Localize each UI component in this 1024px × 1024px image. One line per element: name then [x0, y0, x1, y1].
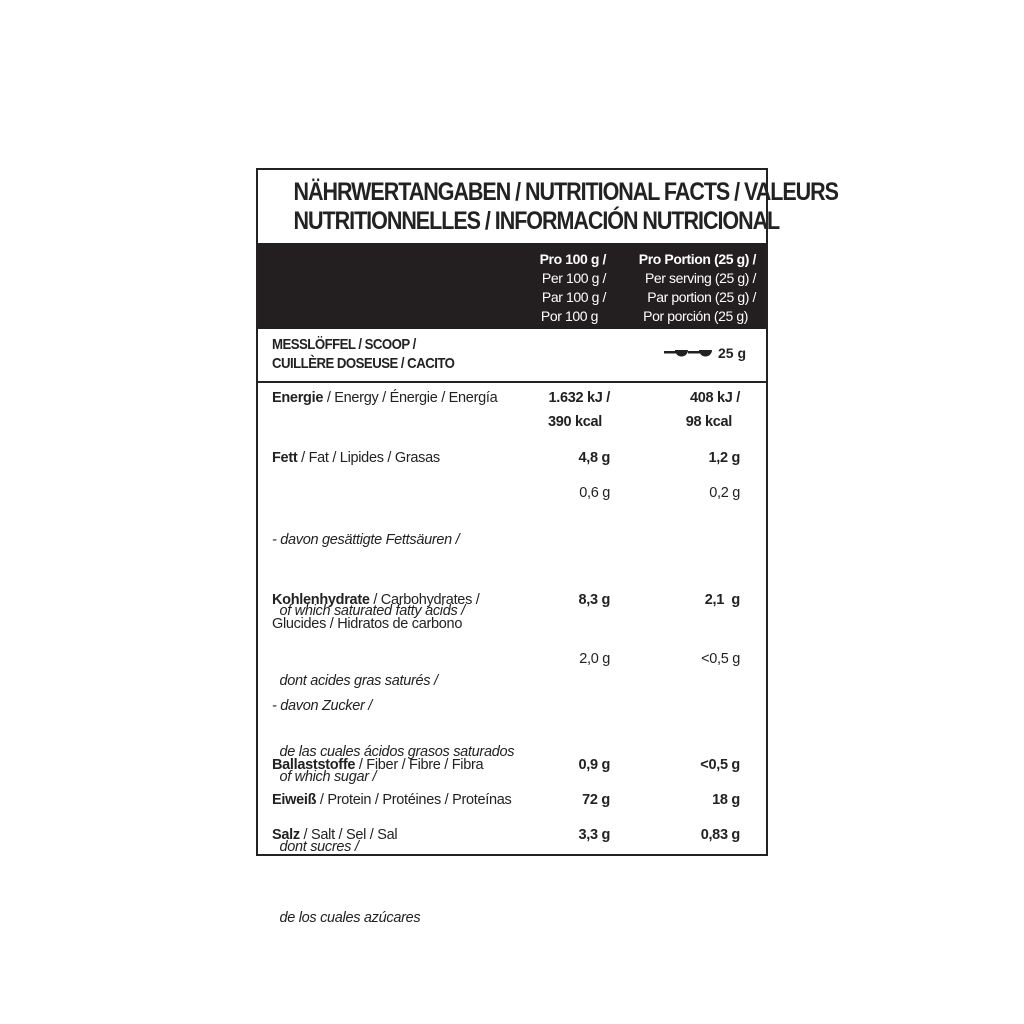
row-label: Ballaststoffe / Fiber / Fibre / Fibra	[272, 754, 484, 778]
row-label: Energie / Energy / Énergie / Energía	[272, 387, 498, 411]
row-label: Kohlenhydrate / Carbohydrates / Glucides …	[272, 589, 480, 636]
table-title: NÄHRWERTANGABEN / NUTRITIONAL FACTS / VA…	[293, 178, 839, 236]
header-text: Por 100 g	[540, 308, 599, 324]
scoop-label-line: CUILLÈRE DOSEUSE / CACITO	[272, 355, 455, 372]
header-text: Par 100 g /	[541, 289, 606, 305]
value-line: 98 kcal	[685, 413, 733, 430]
row-label: Eiweiß / Protein / Protéines / Proteínas	[272, 789, 512, 813]
label-bold: Eiweiß	[272, 792, 317, 808]
value-per-portion: 0,83 g	[700, 827, 741, 843]
value-per-100g: 1.632 kJ / 390 kcal	[548, 387, 610, 434]
value-per-portion: <0,5 g	[700, 757, 740, 773]
scoop-weight: 25 g	[717, 345, 746, 361]
header-text: Per serving (25 g) /	[644, 270, 756, 286]
title-line-2: NUTRITIONNELLES / INFORMACIÓN NUTRICIONA…	[293, 207, 781, 235]
value-per-100g: 0,9 g	[578, 757, 610, 773]
label-bold: Kohlenhydrate	[272, 592, 370, 608]
label-bold: Energie	[272, 390, 324, 406]
row-label: Salz / Salt / Sel / Sal	[272, 824, 398, 848]
label-line: dont acides gras saturés /	[272, 673, 438, 689]
label-line: - davon gesättigte Fettsäuren /	[272, 532, 460, 548]
value-per-portion: 0,2 g	[709, 485, 740, 501]
value-per-100g: 3,3 g	[578, 827, 610, 843]
header-text: Par portion (25 g) /	[647, 289, 756, 305]
value-per-100g: 4,8 g	[578, 450, 610, 466]
label-rest: / Energy / Énergie / Energía	[323, 390, 498, 406]
label-rest: / Fat / Lipides / Grasas	[297, 450, 440, 466]
label-line: of which saturated fatty acids /	[272, 602, 465, 619]
value-line: 390 kcal	[547, 413, 602, 430]
value-per-portion: <0,5 g	[701, 651, 740, 667]
header-text: Pro Portion (25 g) /	[638, 251, 757, 267]
nutrition-table: NÄHRWERTANGABEN / NUTRITIONAL FACTS / VA…	[256, 168, 839, 926]
row-label: Fett / Fat / Lipides / Grasas	[272, 447, 440, 471]
value-per-100g: 0,6 g	[579, 485, 610, 501]
value-per-100g: 2,0 g	[579, 651, 610, 667]
value-per-100g: 72 g	[582, 792, 610, 808]
scoop-label-line: MESSLÖFFEL / SCOOP /	[272, 336, 416, 353]
per-portion-header: Pro Portion (25 g) / Per serving (25 g) …	[638, 250, 757, 326]
row-label: - davon gesättigte Fettsäuren / of which…	[272, 482, 515, 811]
per-100g-header: Pro 100 g / Per 100 g / Par 100 g / Por …	[539, 250, 607, 326]
scoop-value: 25 g	[663, 345, 746, 361]
value-per-portion: 18 g	[712, 792, 740, 808]
scoop-row: MESSLÖFFEL / SCOOP / CUILLÈRE DOSEUSE / …	[258, 329, 766, 383]
column-header: Pro 100 g / Per 100 g / Par 100 g / Por …	[258, 243, 766, 329]
label-rest: / Salt / Sel / Sal	[299, 827, 398, 843]
header-text: Per 100 g /	[541, 270, 606, 286]
header-text: Pro 100 g /	[539, 251, 607, 267]
value-per-portion: 1,2 g	[708, 450, 740, 466]
value-per-portion: 2,1 g	[704, 592, 741, 608]
label-rest: / Carbohydrates /	[369, 592, 480, 608]
scoop-icon	[663, 350, 712, 357]
label-line: dont sucres /	[272, 839, 359, 855]
label-line: Glucides / Hidratos de carbono	[272, 615, 463, 632]
header-text: Por porción (25 g)	[643, 308, 748, 324]
label-bold: Fett	[272, 450, 298, 466]
label-rest: / Fiber / Fibre / Fibra	[355, 757, 484, 773]
label-line: of which sugar /	[272, 768, 377, 785]
value-line: 408 kJ /	[689, 390, 740, 406]
row-label: - davon Zucker / of which sugar / dont s…	[272, 648, 421, 977]
label-bold: Salz	[272, 827, 300, 843]
label-line: de las cuales ácidos grasos saturados	[272, 743, 515, 760]
label-line: de los cuales azúcares	[272, 909, 421, 926]
label-line: - davon Zucker /	[272, 698, 372, 714]
label-rest: / Protein / Protéines / Proteínas	[316, 792, 512, 808]
value-per-portion: 408 kJ / 98 kcal	[685, 387, 741, 434]
title-line-1: NÄHRWERTANGABEN / NUTRITIONAL FACTS / VA…	[293, 178, 839, 206]
value-per-100g: 8,3 g	[578, 592, 610, 608]
label-bold: Ballaststoffe	[272, 757, 356, 773]
value-line: 1.632 kJ /	[548, 390, 611, 406]
scoop-label: MESSLÖFFEL / SCOOP / CUILLÈRE DOSEUSE / …	[272, 335, 455, 373]
